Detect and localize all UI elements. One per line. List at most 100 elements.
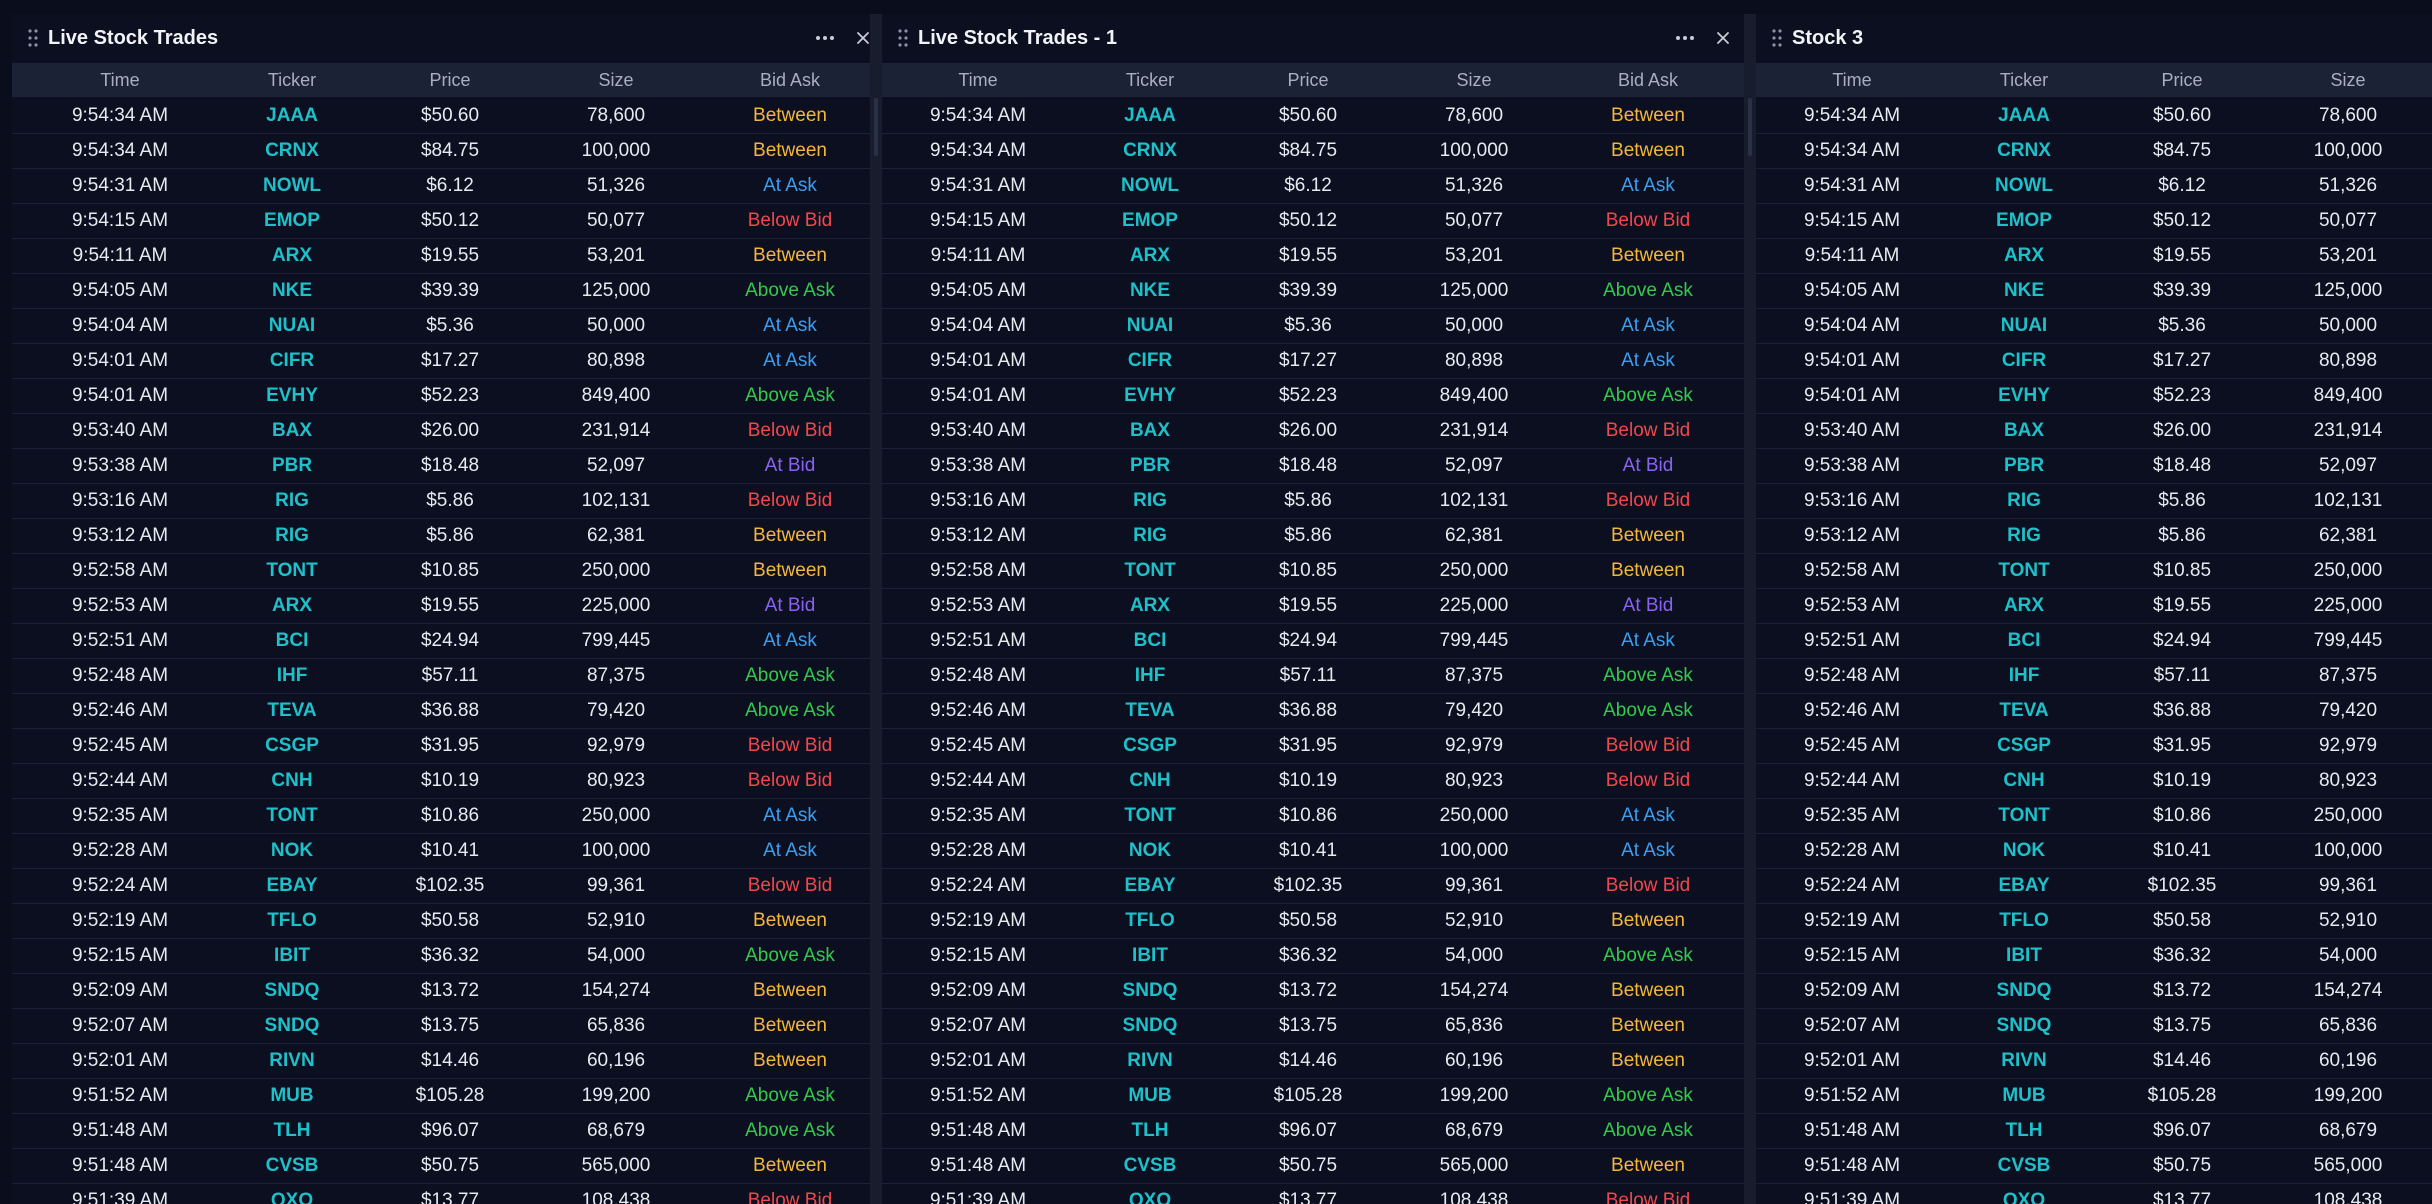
close-icon[interactable] (850, 25, 870, 51)
cell-ticker[interactable]: TLH (273, 1120, 311, 1141)
cell-ticker[interactable]: EVHY (266, 385, 318, 406)
cell-ticker[interactable]: TONT (1998, 560, 2050, 581)
cell-ticker[interactable]: EMOP (1996, 210, 2052, 231)
cell-ticker[interactable]: IHF (2008, 665, 2040, 686)
table-row[interactable]: 9:54:05 AM NKE $39.39 125,000 Above Ask (12, 273, 870, 309)
cell-ticker[interactable]: IHF (276, 665, 308, 686)
cell-ticker[interactable]: EMOP (1122, 210, 1178, 231)
cell-ticker[interactable]: RIVN (1127, 1050, 1173, 1071)
cell-ticker[interactable]: EBAY (266, 875, 318, 896)
cell-ticker[interactable]: TLH (1131, 1120, 1169, 1141)
cell-ticker[interactable]: EMOP (264, 210, 320, 231)
cell-ticker[interactable]: EBAY (1124, 875, 1176, 896)
cell-ticker[interactable]: PBR (1129, 455, 1171, 476)
cell-ticker[interactable]: BCI (2007, 630, 2041, 651)
drag-handle-icon[interactable] (28, 28, 38, 48)
cell-ticker[interactable]: CIFR (2001, 350, 2047, 371)
table-row[interactable]: 9:52:53 AM ARX $19.55 225,000 At Bid (882, 588, 1744, 624)
cell-ticker[interactable]: SNDQ (1122, 1015, 1178, 1036)
cell-ticker[interactable]: ARX (1129, 245, 1171, 266)
cell-ticker[interactable]: CIFR (269, 350, 315, 371)
cell-ticker[interactable]: RIVN (269, 1050, 315, 1071)
table-row[interactable]: 9:54:04 AM NUAI $5.36 50,000 At Ask (882, 308, 1744, 344)
table-row[interactable]: 9:51:39 AM QXO $13.77 108,438 Below Bid (882, 1183, 1744, 1204)
cell-ticker[interactable]: BCI (1133, 630, 1167, 651)
cell-ticker[interactable]: IHF (1134, 665, 1166, 686)
cell-ticker[interactable]: CNH (1129, 770, 1171, 791)
cell-ticker[interactable]: IBIT (274, 945, 310, 966)
cell-ticker[interactable]: MUB (1128, 1085, 1172, 1106)
drag-handle-icon[interactable] (1772, 28, 1782, 48)
close-icon[interactable] (1710, 25, 1736, 51)
cell-ticker[interactable]: ARX (271, 245, 313, 266)
panel-header[interactable]: Live Stock Trades (12, 14, 870, 62)
cell-ticker[interactable]: BAX (271, 420, 313, 441)
cell-ticker[interactable]: IBIT (1132, 945, 1168, 966)
column-header-price[interactable]: Price (2161, 70, 2203, 90)
cell-ticker[interactable]: TEVA (267, 700, 317, 721)
cell-ticker[interactable]: NUAI (2000, 315, 2048, 336)
cell-ticker[interactable]: NKE (271, 280, 313, 301)
cell-ticker[interactable]: PBR (2003, 455, 2045, 476)
panel-resize-handle-1[interactable] (870, 14, 882, 1204)
cell-ticker[interactable]: CVSB (1123, 1155, 1177, 1176)
cell-ticker[interactable]: NKE (1129, 280, 1171, 301)
column-header-size[interactable]: Size (2330, 70, 2366, 90)
cell-ticker[interactable]: SNDQ (264, 980, 320, 1001)
cell-ticker[interactable]: RIG (1133, 490, 1167, 511)
table-row[interactable]: 9:51:48 AM CVSB $50.75 565,000 Between (882, 1148, 1744, 1184)
cell-ticker[interactable]: EVHY (1124, 385, 1176, 406)
cell-ticker[interactable]: TONT (1124, 805, 1176, 826)
column-header-ticker[interactable]: Ticker (267, 70, 317, 90)
cell-ticker[interactable]: RIG (275, 490, 309, 511)
cell-ticker[interactable]: JAAA (1998, 105, 2050, 126)
column-header-time[interactable]: Time (1832, 70, 1872, 90)
cell-ticker[interactable]: TLH (2005, 1120, 2043, 1141)
cell-ticker[interactable]: TONT (1124, 560, 1176, 581)
table-row[interactable]: 9:54:05 AM NKE $39.39 125,000 Above Ask (882, 273, 1744, 309)
table-row[interactable]: 9:51:52 AM MUB $105.28 199,200 Above Ask (12, 1078, 870, 1114)
cell-ticker[interactable]: RIG (1133, 525, 1167, 546)
cell-ticker[interactable]: SNDQ (1122, 980, 1178, 1001)
column-header-price[interactable]: Price (429, 70, 471, 90)
